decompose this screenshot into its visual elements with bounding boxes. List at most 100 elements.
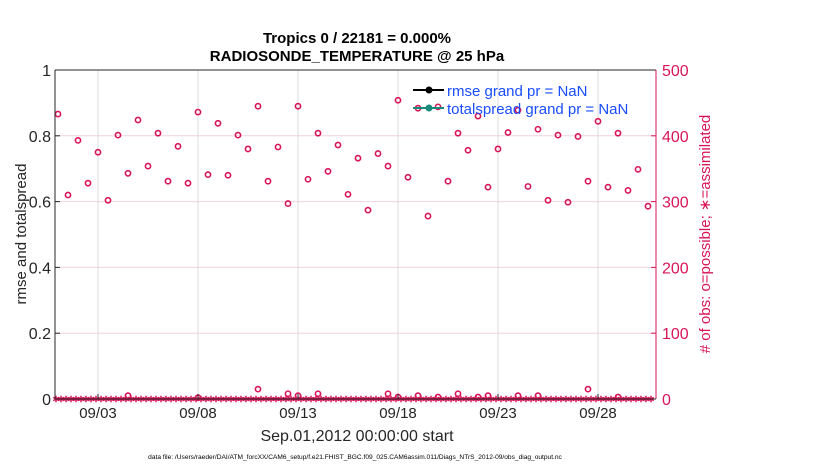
possible-obs-marker-low (454, 390, 462, 398)
x-axis-label: Sep.01,2012 00:00:00 start (260, 428, 454, 445)
x-tick-label: 09/08 (179, 405, 217, 422)
possible-obs-marker (634, 165, 642, 173)
possible-obs-marker (524, 183, 532, 190)
possible-obs-marker (644, 202, 652, 210)
possible-obs-marker (324, 167, 332, 175)
possible-obs-marker (294, 102, 302, 110)
possible-obs-marker (394, 96, 402, 104)
y-tick-label-right: 100 (662, 326, 689, 343)
y-tick-label-left: 0.4 (29, 260, 51, 277)
legend-totalspread-marker (425, 104, 433, 112)
possible-obs-marker (254, 102, 262, 110)
possible-obs-marker (474, 112, 482, 120)
y-tick-label-right: 400 (662, 129, 689, 146)
possible-obs-marker (494, 145, 502, 153)
possible-obs-marker-low (414, 392, 422, 400)
possible-obs-marker-low (314, 390, 322, 398)
legend-totalspread-label: totalspread grand pr = NaN (447, 101, 628, 118)
possible-obs-marker (244, 145, 252, 153)
possible-obs-marker-low (124, 392, 132, 400)
possible-obs-marker (614, 129, 622, 137)
y-tick-label-right: 300 (662, 195, 689, 212)
possible-obs-marker-low (384, 390, 392, 398)
x-tick-label: 09/18 (379, 405, 417, 422)
x-tick-label: 09/28 (579, 405, 617, 422)
possible-obs-marker (424, 212, 432, 220)
possible-obs-marker (534, 125, 542, 133)
y-tick-label-left: 1 (42, 63, 51, 80)
possible-obs-marker (354, 154, 362, 162)
possible-obs-marker (484, 183, 492, 191)
possible-obs-marker (124, 169, 132, 177)
axes: 09/03 09/08 09/13 09/18 09/23 09/28 0 0.2 0.4 0.6… (29, 63, 689, 422)
possible-obs-marker (334, 141, 342, 149)
possible-obs-marker (574, 133, 582, 140)
chart-title-line1: Tropics 0 / 22181 = 0.000% (263, 30, 451, 47)
x-tick-label: 09/23 (479, 405, 517, 422)
possible-obs-marker-low (514, 392, 522, 400)
possible-obs-marker (144, 162, 152, 170)
data-marks (52, 96, 655, 403)
possible-obs-marker (304, 175, 312, 183)
y-tick-label-left: 0.8 (29, 129, 51, 146)
possible-obs-marker-low (284, 390, 292, 398)
possible-obs-marker (544, 196, 552, 204)
possible-obs-marker (384, 162, 392, 170)
possible-obs-marker (194, 108, 202, 116)
possible-obs-marker (54, 110, 62, 118)
possible-obs-marker (454, 129, 462, 137)
legend-rmse-label: rmse grand pr = NaN (447, 83, 587, 100)
y-tick-label-left: 0.6 (29, 195, 51, 212)
possible-obs-marker (94, 148, 102, 156)
possible-obs-marker (554, 131, 562, 139)
possible-obs-marker-low (484, 392, 492, 400)
y-tick-label-left: 0.2 (29, 326, 51, 343)
possible-obs-marker (604, 183, 612, 191)
possible-obs-marker (434, 103, 442, 111)
possible-obs-marker (464, 146, 472, 154)
y-tick-label-left: 0 (42, 392, 51, 409)
possible-obs-marker (204, 171, 212, 179)
y-axis-label-right: # of obs: o=possible; ∗=assimilated (697, 115, 714, 354)
possible-obs-marker-low (614, 393, 622, 401)
possible-obs-marker (64, 191, 72, 199)
possible-obs-marker (184, 179, 192, 187)
possible-obs-marker (174, 142, 182, 150)
legend-rmse-marker (425, 86, 433, 94)
possible-obs-marker (164, 177, 172, 185)
y-tick-label-right: 200 (662, 260, 689, 277)
x-tick-label: 09/13 (279, 405, 317, 422)
possible-obs-marker (374, 150, 382, 157)
possible-obs-marker (84, 179, 92, 187)
possible-obs-marker-low (534, 392, 542, 400)
possible-obs-marker (264, 177, 272, 185)
possible-obs-marker (154, 129, 162, 137)
possible-obs-marker (564, 198, 572, 206)
possible-obs-marker (594, 117, 602, 125)
y-tick-label-right: 500 (662, 63, 689, 80)
legend: rmse grand pr = NaN totalspread grand pr… (413, 83, 628, 118)
possible-obs-marker (364, 206, 372, 214)
possible-obs-marker (104, 196, 112, 204)
y-axis-label-left: rmse and totalspread (13, 164, 30, 305)
possible-obs-marker (274, 143, 282, 151)
possible-obs-marker (114, 131, 122, 139)
possible-obs-marker (344, 190, 352, 198)
footnote: data file: /Users/raeder/DAI/ATM_forcXX/… (148, 454, 562, 461)
possible-obs-marker-low (474, 393, 482, 401)
possible-obs-marker (404, 173, 412, 181)
possible-obs-marker (214, 119, 222, 127)
possible-obs-marker (74, 137, 82, 144)
possible-obs-marker (504, 129, 512, 136)
possible-obs-marker (224, 171, 232, 179)
possible-obs-marker-low (254, 385, 262, 393)
y-tick-label-right: 0 (662, 392, 671, 409)
possible-obs-marker (624, 187, 632, 194)
possible-obs-marker-low (584, 385, 592, 393)
possible-obs-marker (284, 200, 292, 207)
possible-obs-marker-low (434, 393, 442, 401)
possible-obs-marker (584, 177, 592, 185)
x-tick-label: 09/03 (79, 405, 117, 422)
chart-title-line2: RADIOSONDE_TEMPERATURE @ 25 hPa (210, 48, 505, 65)
